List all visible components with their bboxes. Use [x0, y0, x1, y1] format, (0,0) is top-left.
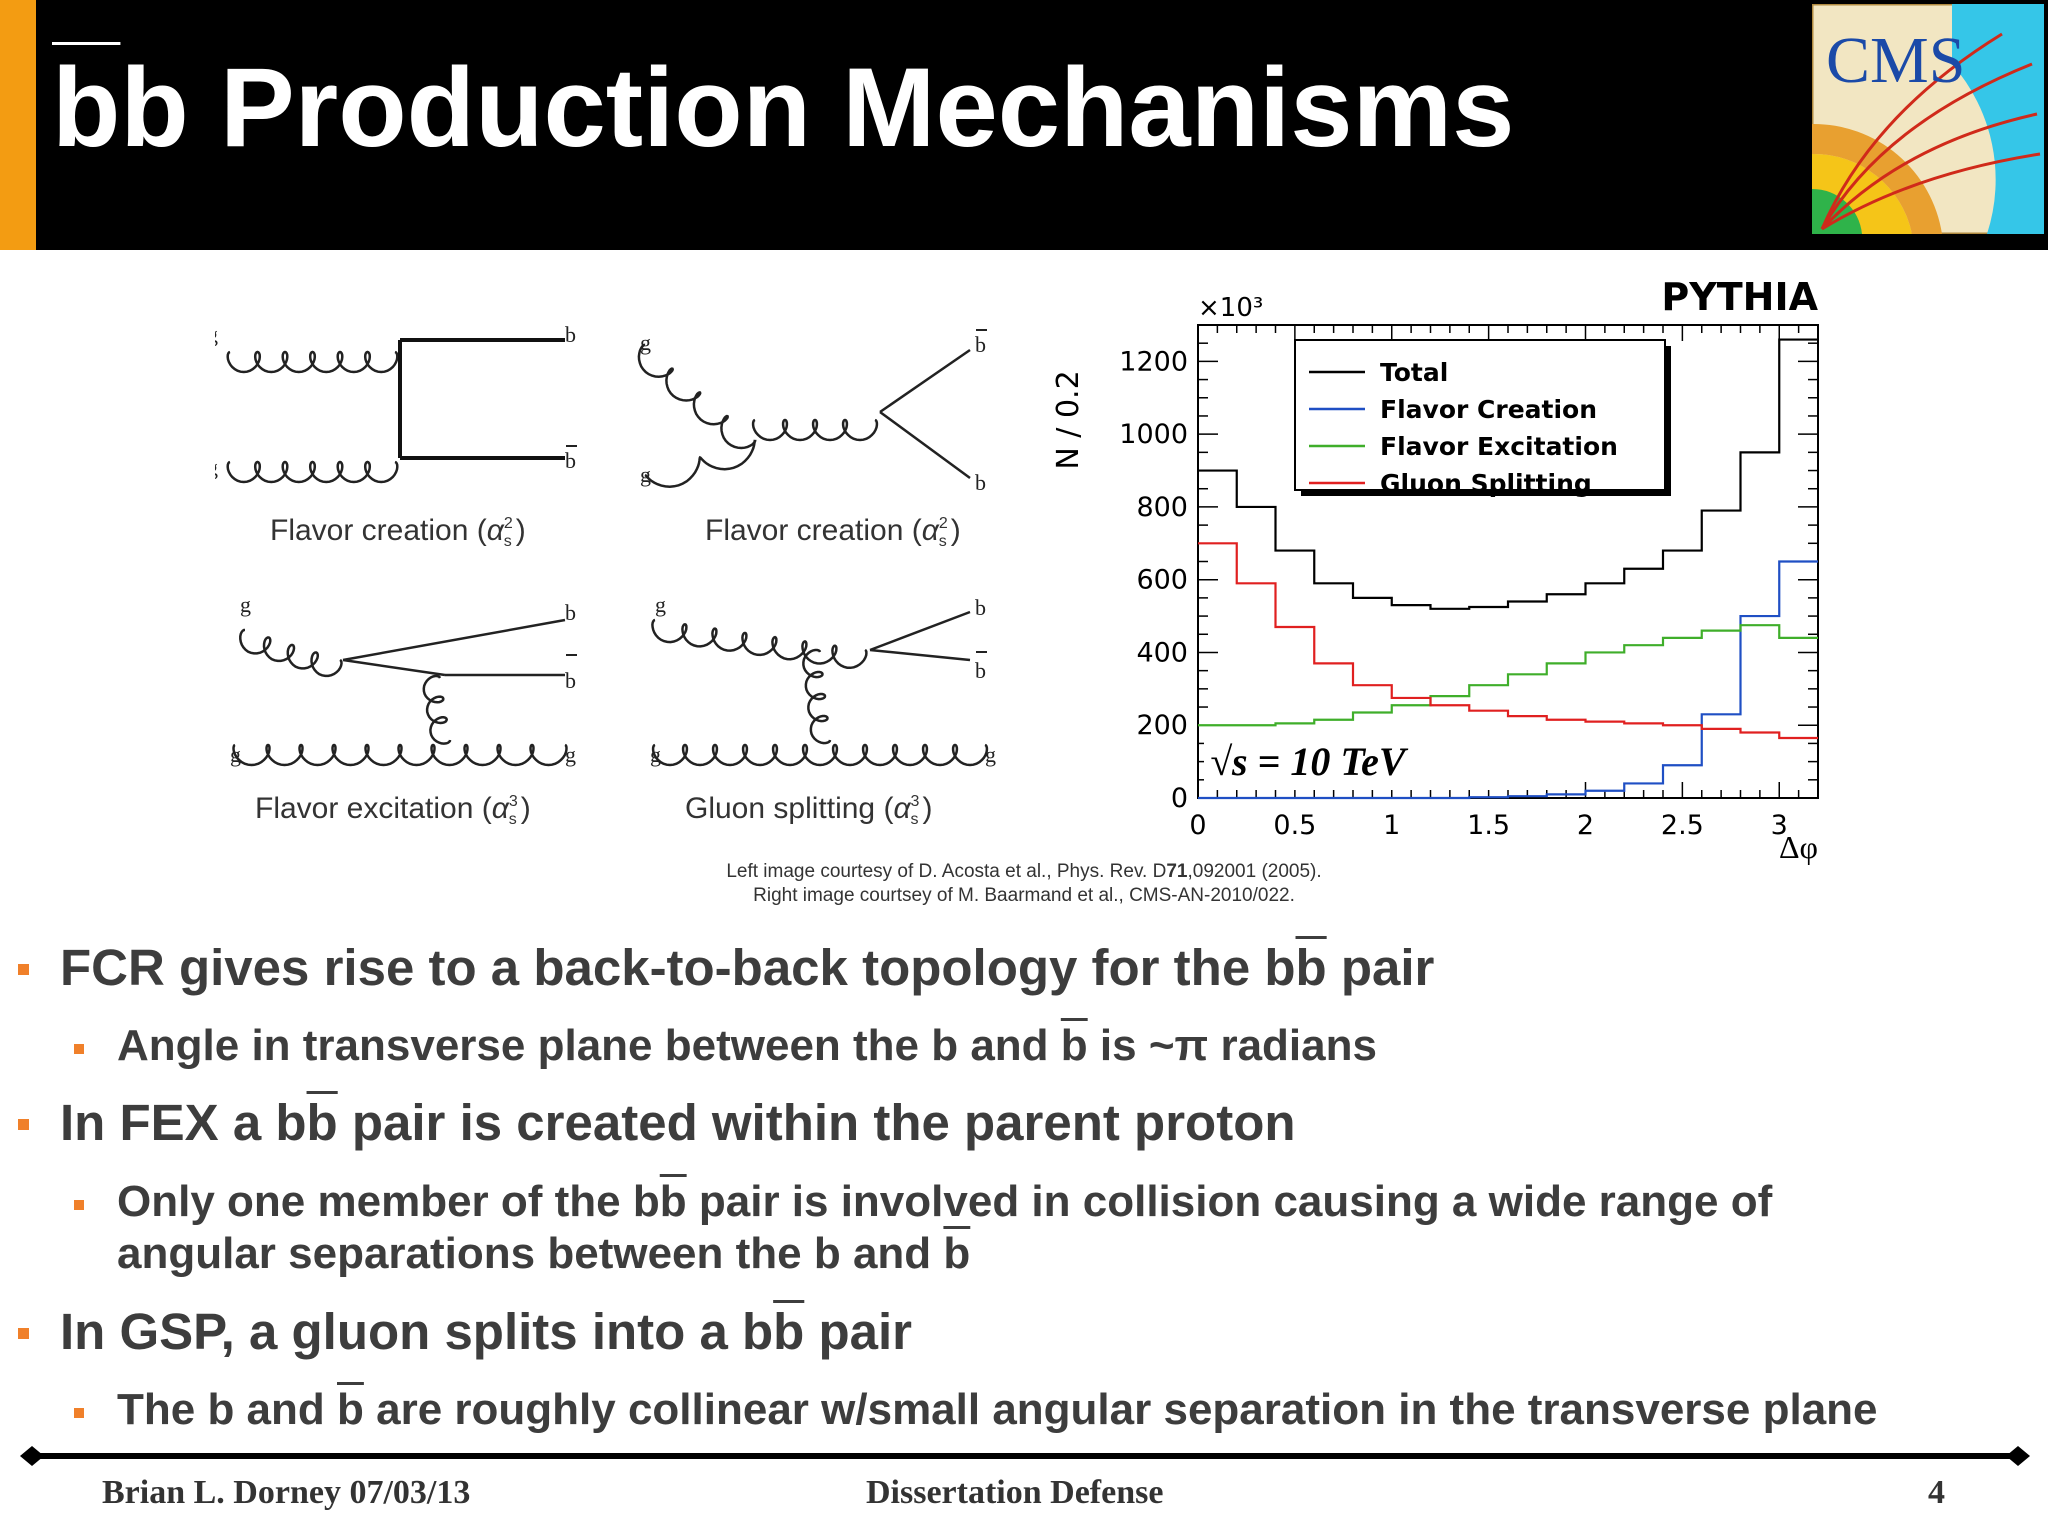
- feynman-diagrams: g g b b Flavor creation (α2s) g g b b Flavor crea…: [215, 322, 996, 828]
- particle-label: b: [975, 658, 986, 683]
- particle-label: b: [975, 332, 986, 357]
- particle-label: g: [985, 742, 996, 767]
- particle-label: g: [640, 462, 651, 487]
- footer-event: Dissertation Defense: [866, 1474, 1164, 1511]
- quark-line: [869, 610, 971, 662]
- x-tick-label: 2: [1577, 810, 1594, 841]
- diagram-caption: Flavor excitation (α3 s): [255, 792, 531, 828]
- bullet-marker: [74, 1408, 84, 1418]
- series-line: [1198, 560, 1818, 800]
- y-tick-label: 600: [1136, 565, 1188, 596]
- legend-entry: Flavor Excitation: [1380, 432, 1618, 461]
- cms-logo: CMS: [1812, 4, 2044, 234]
- title-b2: b: [120, 45, 189, 170]
- legend-entry: Gluon Splitting: [1380, 469, 1592, 498]
- title-b: b: [52, 45, 121, 170]
- particle-label: b: [565, 600, 576, 625]
- y-tick-label: 1200: [1119, 346, 1188, 377]
- footer-author: Brian L. Dorney 07/03/13: [102, 1474, 471, 1511]
- energy-annotation: √s = 10 TeV: [1210, 739, 1409, 784]
- gluon-line: [751, 418, 879, 442]
- diagram-caption: Flavor creation (α2 s): [270, 514, 526, 550]
- delta-phi-histogram: 0 0.5 1 1.5 2 2.5 3 0 200 400 600 800 1000 1200 ×10³ PY…: [1051, 275, 1819, 865]
- gluon-line: [232, 743, 568, 767]
- bullet-marker: [74, 1200, 84, 1210]
- particle-label: b: [975, 595, 986, 620]
- header-bar: [0, 0, 2048, 250]
- particle-label: g: [650, 742, 661, 767]
- x-tick-label: 0.5: [1273, 810, 1316, 841]
- particle-label: g: [655, 592, 666, 617]
- particle-label: g: [565, 742, 576, 767]
- gluon-line: [422, 674, 452, 745]
- series-line: [1198, 338, 1818, 610]
- x-tick-label: 1.5: [1467, 810, 1510, 841]
- series-line: [1198, 542, 1818, 740]
- gluon-line: [651, 743, 989, 767]
- quark-line: [879, 348, 971, 480]
- y-tick-label: 800: [1136, 492, 1188, 523]
- particle-label: g: [230, 742, 241, 767]
- annotation-bg: [1204, 730, 1504, 790]
- bullet-marker: [18, 964, 29, 975]
- bullet-marker: [18, 1119, 29, 1130]
- gluon-line: [644, 439, 757, 488]
- chart-title: PYTHIA: [1661, 275, 1818, 319]
- y-tick-label: 400: [1136, 637, 1188, 668]
- x-tick-label: 2.5: [1661, 810, 1704, 841]
- slide-title: bb Production Mechanisms: [52, 52, 1514, 164]
- footer-divider: [20, 1446, 2030, 1466]
- particle-label: g: [215, 322, 218, 347]
- quark-line: [342, 618, 566, 677]
- y-multiplier: ×10³: [1198, 293, 1263, 323]
- x-tick-label: 0: [1189, 810, 1206, 841]
- gluon-line: [651, 618, 868, 670]
- gluon-line: [226, 460, 399, 484]
- accent-stripe: [0, 0, 36, 250]
- x-axis-label: Δφ: [1779, 829, 1818, 865]
- caption-line-2: Right image courtsey of M. Baarmand et a…: [753, 885, 1295, 906]
- logo-text: CMS: [1826, 24, 1965, 97]
- particle-label: b: [975, 470, 986, 495]
- footer-page-number: 4: [1928, 1474, 1945, 1511]
- gluon-line: [637, 343, 757, 450]
- gluon-line: [802, 648, 832, 745]
- bullet-marker: [74, 1044, 84, 1054]
- legend-box: [1294, 339, 1666, 491]
- gluon-line: [239, 628, 343, 678]
- diagram-caption: Gluon splitting (α3 s): [685, 792, 932, 828]
- particle-label: g: [215, 455, 218, 480]
- bullet-marker: [18, 1328, 29, 1339]
- series-line: [1198, 624, 1818, 727]
- particle-label: b: [565, 322, 576, 347]
- y-axis-label: N / 0.2: [1051, 370, 1086, 469]
- gluon-line: [226, 350, 399, 374]
- y-tick-label: 200: [1136, 710, 1188, 741]
- particle-label: g: [240, 592, 251, 617]
- particle-label: b: [565, 448, 576, 473]
- y-tick-label: 1000: [1119, 419, 1188, 450]
- particle-label: b: [565, 668, 576, 693]
- legend-entry: Flavor Creation: [1380, 395, 1597, 424]
- particle-label: g: [640, 330, 651, 355]
- legend-entry: Total: [1380, 358, 1448, 387]
- diagram-caption: Flavor creation (α2 s): [705, 514, 961, 550]
- quark-line: [398, 338, 565, 460]
- x-tick-label: 1: [1383, 810, 1400, 841]
- caption-line-1: Left image courtesy of D. Acosta et al.,…: [726, 861, 1322, 882]
- y-tick-label: 0: [1171, 783, 1188, 814]
- x-tick-label: 3: [1771, 810, 1788, 841]
- title-rest: Production Mechanisms: [188, 45, 1515, 170]
